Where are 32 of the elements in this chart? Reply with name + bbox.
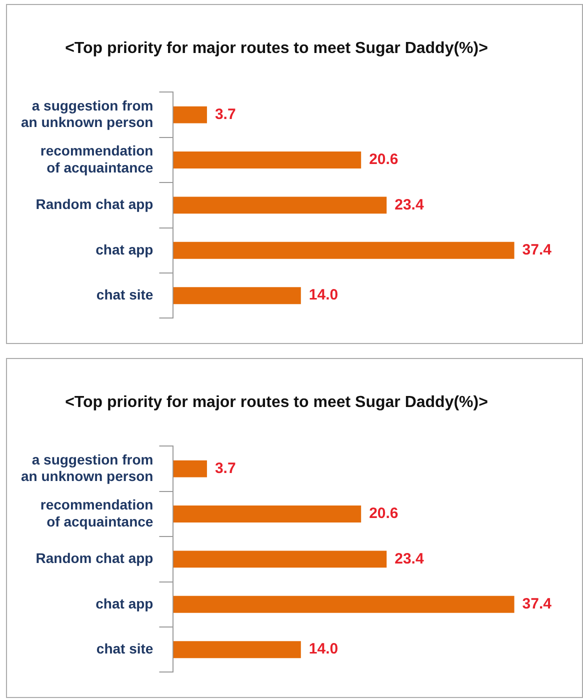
data-label: 23.4 (394, 196, 424, 214)
y-tick-label: chat app (96, 595, 154, 612)
data-label: 37.4 (522, 242, 552, 259)
data-label: 14.0 (308, 286, 338, 304)
data-label: 20.6 (369, 151, 398, 168)
y-tick-label: Random chat app (36, 550, 154, 566)
bar (173, 106, 207, 124)
data-label: 37.4 (522, 596, 552, 613)
bar (173, 152, 362, 168)
bar (173, 596, 514, 613)
chart-title: <Top priority for major routes to meet Sugar Daddy(%)> (65, 394, 488, 412)
bar (173, 460, 207, 478)
data-label: 3.7 (214, 106, 236, 123)
data-label: 3.7 (214, 460, 236, 477)
y-tick-label: Random chat app (36, 196, 154, 212)
y-tick-label: recommendation of acquaintance (40, 142, 154, 176)
y-tick-label: chat site (96, 640, 154, 656)
bar (173, 287, 301, 304)
data-label: 14.0 (308, 640, 338, 658)
bar (173, 196, 387, 214)
y-tick-label: chat site (96, 286, 154, 302)
y-tick-label: recommendation of acquaintance (40, 496, 154, 530)
y-tick-label: a suggestion from an unknown person (20, 451, 154, 484)
y-tick-label: a suggestion from an unknown person (20, 97, 154, 130)
chart-title: <Top priority for major routes to meet Sugar Daddy(%)> (65, 40, 488, 58)
bar (173, 506, 362, 522)
y-tick-label: chat app (96, 241, 154, 258)
data-label: 20.6 (369, 505, 398, 522)
bar (173, 641, 301, 658)
bar (173, 242, 514, 259)
bar (173, 550, 387, 568)
data-label: 23.4 (394, 550, 424, 568)
